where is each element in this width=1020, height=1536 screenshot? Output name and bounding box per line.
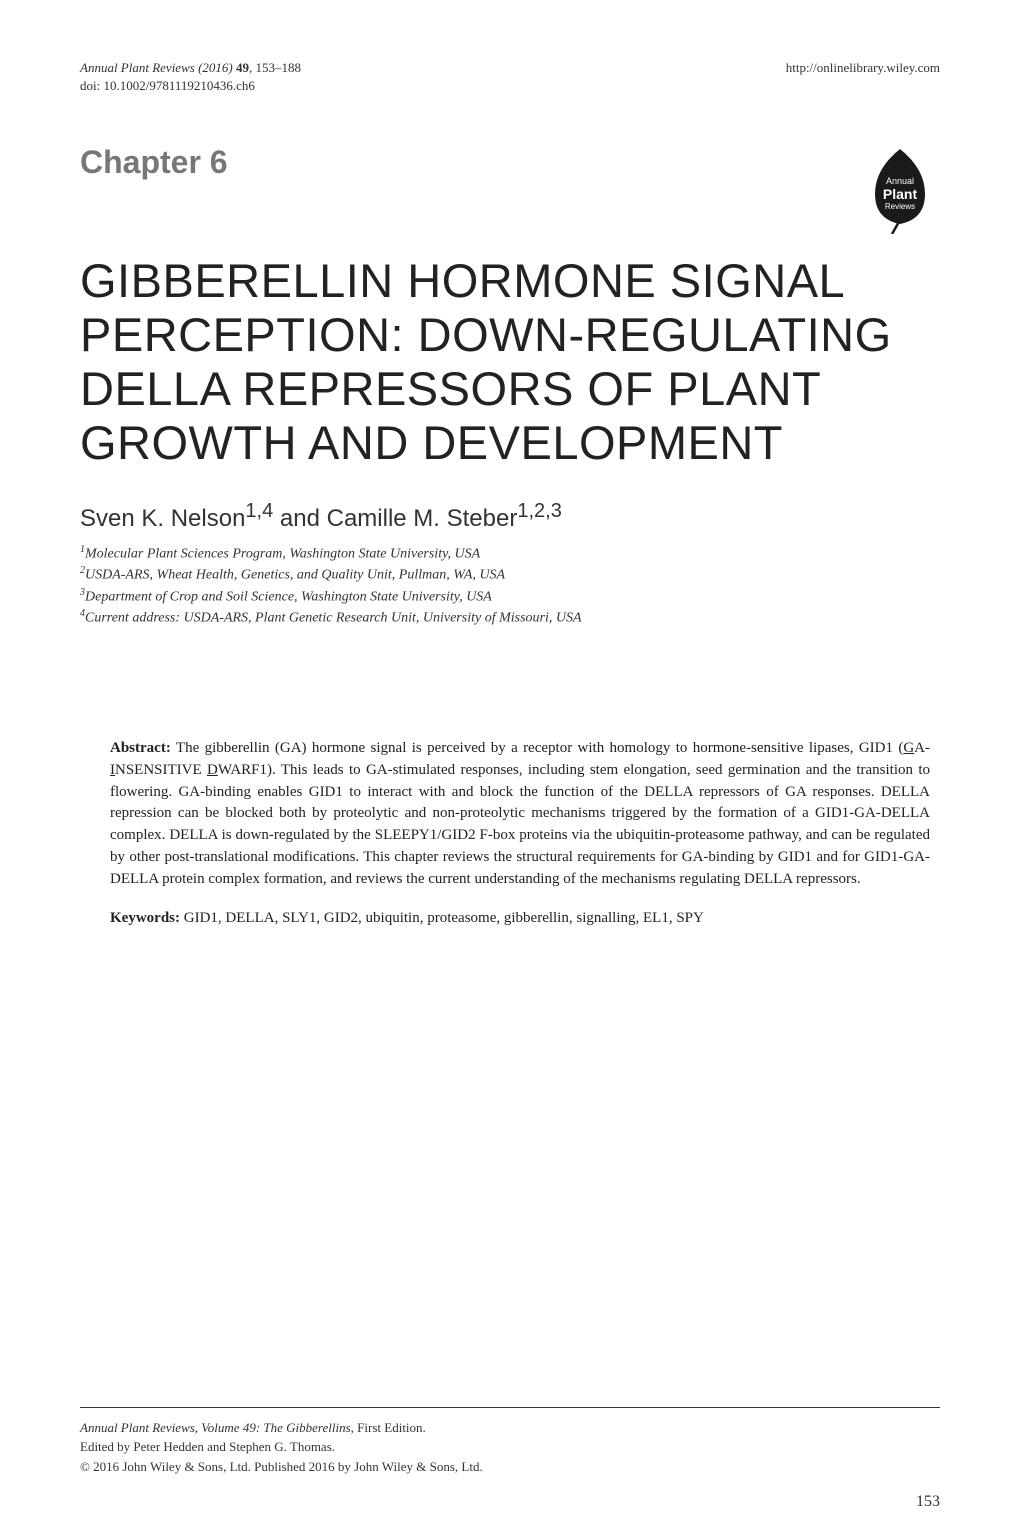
author2-sup: 1,2,3: [517, 500, 561, 522]
footer-text: Annual Plant Reviews, Volume 49: The Gib…: [80, 1418, 940, 1477]
svg-text:Plant: Plant: [883, 186, 918, 202]
page-number: 153: [916, 1493, 940, 1511]
keywords-label: Keywords:: [110, 910, 180, 926]
article-title: GIBBERELLIN HORMONE SIGNAL PERCEPTION: D…: [80, 254, 940, 470]
svg-text:Reviews: Reviews: [885, 202, 915, 211]
header-url: http://onlinelibrary.wiley.com: [786, 60, 940, 76]
chapter-row: Chapter 6 Annual Plant Reviews: [80, 144, 940, 234]
affiliations: 1Molecular Plant Sciences Program, Washi…: [80, 543, 940, 628]
header-row: Annual Plant Reviews (2016) 49, 153–188 …: [80, 60, 940, 94]
edition: , First Edition.: [351, 1420, 426, 1435]
author1-sup: 1,4: [245, 500, 273, 522]
book-title: Annual Plant Reviews, Volume 49: The Gib…: [80, 1420, 351, 1435]
authors-line: Sven K. Nelson1,4 and Camille M. Steber1…: [80, 500, 940, 533]
affiliation-3: 3Department of Crop and Soil Science, Wa…: [80, 586, 940, 607]
affiliation-2: 2USDA-ARS, Wheat Health, Genetics, and Q…: [80, 564, 940, 585]
affiliation-4: 4Current address: USDA-ARS, Plant Geneti…: [80, 607, 940, 628]
footer: Annual Plant Reviews, Volume 49: The Gib…: [80, 1407, 940, 1477]
copyright: © 2016 John Wiley & Sons, Ltd. Published…: [80, 1459, 483, 1474]
abstract-text: Abstract: The gibberellin (GA) hormone s…: [110, 738, 930, 890]
svg-text:Annual: Annual: [886, 176, 914, 186]
abstract-section: Abstract: The gibberellin (GA) hormone s…: [80, 738, 940, 930]
keywords: Keywords: GID1, DELLA, SLY1, GID2, ubiqu…: [110, 908, 930, 930]
author-and: and Camille M. Steber: [273, 505, 517, 532]
keywords-text: GID1, DELLA, SLY1, GID2, ubiquitin, prot…: [180, 910, 704, 926]
doi-text: doi: 10.1002/9781119210436.ch6: [80, 78, 301, 94]
journal-year: (2016): [198, 60, 233, 75]
journal-name: Annual Plant Reviews: [80, 60, 195, 75]
editors: Edited by Peter Hedden and Stephen G. Th…: [80, 1439, 335, 1454]
author1: Sven K. Nelson: [80, 505, 245, 532]
left-header: Annual Plant Reviews (2016) 49, 153–188 …: [80, 60, 301, 94]
abstract-label: Abstract:: [110, 740, 171, 756]
logo-icon: Annual Plant Reviews: [860, 144, 940, 234]
footer-divider: [80, 1407, 940, 1408]
chapter-label: Chapter 6: [80, 144, 228, 181]
journal-volume: 49: [236, 60, 249, 75]
journal-pages: 153–188: [255, 60, 301, 75]
affiliation-1: 1Molecular Plant Sciences Program, Washi…: [80, 543, 940, 564]
